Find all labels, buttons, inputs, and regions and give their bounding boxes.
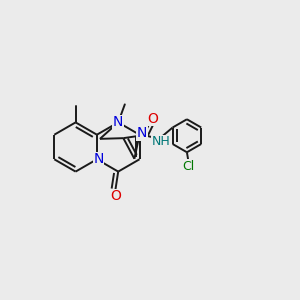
- Text: N: N: [113, 116, 123, 129]
- Text: N: N: [137, 126, 147, 140]
- Text: Cl: Cl: [182, 160, 194, 173]
- Text: NH: NH: [152, 135, 170, 148]
- Text: O: O: [110, 190, 121, 203]
- Text: N: N: [93, 152, 103, 166]
- Text: O: O: [147, 112, 158, 126]
